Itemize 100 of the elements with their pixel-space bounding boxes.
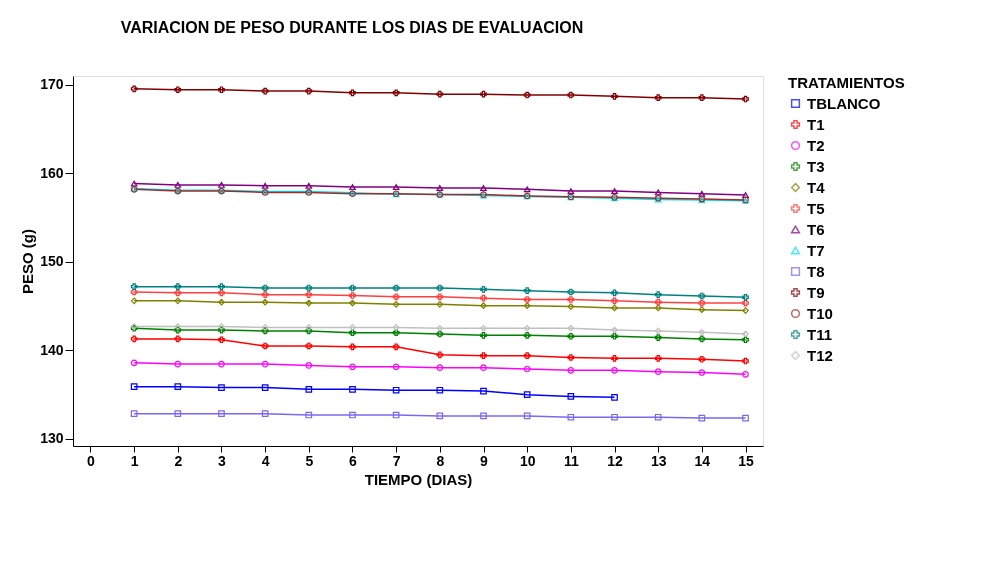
point xyxy=(698,299,706,307)
point xyxy=(698,328,706,336)
point xyxy=(218,289,225,297)
point xyxy=(523,412,531,420)
legend-label: T8 xyxy=(807,262,825,280)
y-tick-label: 140 xyxy=(40,341,64,358)
point xyxy=(567,288,575,296)
point xyxy=(349,363,356,371)
point xyxy=(567,413,575,421)
x-tick-label: 3 xyxy=(218,452,227,469)
point xyxy=(698,369,706,376)
point xyxy=(392,411,400,419)
point xyxy=(174,326,182,334)
point xyxy=(436,90,444,98)
point xyxy=(742,299,749,307)
point xyxy=(174,360,182,368)
point xyxy=(567,332,575,340)
x-tick-label: 10 xyxy=(519,452,536,469)
point xyxy=(698,335,706,343)
point xyxy=(523,302,531,310)
x-tick-label: 14 xyxy=(694,452,711,469)
point xyxy=(742,357,749,365)
point xyxy=(218,298,225,306)
point xyxy=(130,180,138,187)
point xyxy=(305,324,313,331)
point xyxy=(174,297,182,305)
point xyxy=(523,352,531,360)
point xyxy=(218,86,225,94)
point xyxy=(698,355,706,363)
point xyxy=(218,283,225,291)
point xyxy=(523,186,531,193)
point xyxy=(742,307,749,314)
point xyxy=(480,412,487,420)
point xyxy=(436,301,444,308)
point xyxy=(392,301,400,308)
point xyxy=(480,90,487,98)
legend-label: T12 xyxy=(807,346,833,364)
point xyxy=(349,292,356,299)
point xyxy=(611,289,618,297)
point xyxy=(305,342,313,350)
point xyxy=(218,336,225,344)
point xyxy=(654,334,662,341)
point xyxy=(480,285,487,293)
point xyxy=(349,386,356,393)
point xyxy=(218,326,225,334)
point xyxy=(523,287,531,294)
point xyxy=(480,302,487,310)
point xyxy=(611,393,618,401)
point xyxy=(305,284,313,292)
legend-label: T11 xyxy=(807,325,833,343)
chart-title: VARIACION DE PESO DURANTE LOS DIAS DE EVALUACION xyxy=(120,19,584,36)
y-tick-label: 130 xyxy=(40,430,64,447)
point xyxy=(349,299,356,307)
point xyxy=(567,354,575,361)
point xyxy=(392,343,400,351)
point xyxy=(436,185,444,191)
point xyxy=(261,182,269,189)
point xyxy=(349,329,356,337)
y-tick-label: 170 xyxy=(40,76,64,93)
y-axis-title: PESO (g) xyxy=(19,228,37,295)
point xyxy=(218,181,225,188)
point xyxy=(567,366,575,374)
point xyxy=(261,410,269,418)
point xyxy=(698,414,706,422)
point xyxy=(567,188,575,195)
point xyxy=(567,91,575,99)
y-tick-label: 160 xyxy=(40,164,64,181)
legend-label: T6 xyxy=(807,220,825,238)
x-tick-label: 8 xyxy=(436,452,445,469)
point xyxy=(480,294,487,302)
point xyxy=(261,291,269,298)
point xyxy=(174,283,182,291)
point xyxy=(611,355,618,362)
point xyxy=(130,85,138,93)
point xyxy=(392,89,400,97)
point xyxy=(436,364,444,371)
legend-label: T1 xyxy=(807,115,825,133)
x-tick-label: 15 xyxy=(738,452,755,469)
point xyxy=(218,360,225,368)
x-tick-label: 4 xyxy=(261,452,270,469)
x-tick-label: 2 xyxy=(174,452,183,469)
x-tick-label: 12 xyxy=(607,452,624,469)
point xyxy=(698,190,706,197)
point xyxy=(392,284,400,292)
point xyxy=(349,184,356,191)
point xyxy=(174,410,182,418)
point xyxy=(130,335,138,343)
point xyxy=(436,330,444,338)
x-tick-label: 6 xyxy=(349,452,358,469)
point xyxy=(654,291,662,298)
point xyxy=(305,291,313,298)
point xyxy=(436,284,444,292)
point xyxy=(654,94,662,102)
point xyxy=(480,364,487,371)
x-axis-title: TIEMPO (DIAS) xyxy=(364,470,473,488)
point xyxy=(218,384,225,391)
x-tick-label: 1 xyxy=(130,452,139,469)
point xyxy=(654,413,662,421)
point xyxy=(305,327,313,335)
point xyxy=(611,93,618,100)
